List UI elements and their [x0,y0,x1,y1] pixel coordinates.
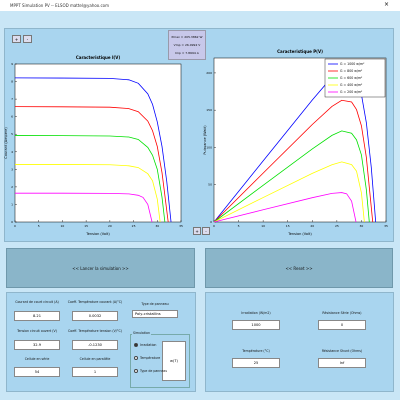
conditions-panel [205,292,394,392]
x-tick-label: 20 [310,224,314,228]
info-line: Pmax = 205.3862 W [171,35,203,39]
series-line [213,161,365,223]
x-tick-label: 35 [384,224,388,228]
y-tick-label: 6 [11,115,13,119]
x-tick-label: 25 [132,224,136,228]
y-tick-label: 200 [206,71,212,75]
x-tick-label: 30 [155,224,159,228]
field-input[interactable]: 1 [72,367,118,377]
x-tick-label: 5 [38,224,40,228]
close-icon[interactable]: × [384,1,390,8]
field-input[interactable]: 0.0032 [72,311,118,321]
y-tick-label: 4 [11,150,13,154]
radio-button[interactable] [134,369,138,373]
x-tick-label: 10 [61,224,65,228]
y-tick-label: 0 [210,220,212,224]
y-tick-label: 8 [11,80,13,84]
chart-title: Caracteristique I(V) [76,55,121,60]
x-tick-label: 35 [179,224,183,228]
legend-label: G = 800 w/m² [340,69,363,73]
simulation-group [130,334,190,388]
radio-label: Irradiation [140,343,157,347]
reset-button[interactable]: << Reset >> [205,248,393,288]
x-tick-label: 15 [286,224,290,228]
field-label: Irradiation (W/m2) [241,311,271,315]
y-tick-label: 100 [206,145,212,149]
dropdown[interactable]: Poly-cristallins [132,310,178,318]
legend-label: G = 1000 w/m² [340,62,365,66]
field-input[interactable]: -0.1230 [72,340,118,350]
y-tick-label: 150 [206,108,212,112]
field-label: Coeff. Température tension (V/°C) [68,329,122,333]
y-tick-label: 1 [11,202,13,206]
series-line [14,106,169,223]
field-label: Résistance Série (Ohms) [322,311,362,315]
series-line [213,192,357,223]
x-tick-label: 0 [14,224,16,228]
x-axis-label: Tension (Volt) [287,232,312,236]
field-label: Résistance Shunt (Ohms) [321,349,363,353]
legend-label: G = 400 w/m² [340,83,363,87]
y-tick-label: 2 [11,185,13,189]
y-axis-label: Puissance (Watt) [203,125,207,155]
y-tick-label: 5 [11,132,13,136]
zoom-out-button[interactable]: - [23,35,32,43]
y-tick-label: 50 [208,183,212,187]
y-tick-label: 0 [11,220,13,224]
x-tick-label: 25 [335,224,339,228]
y-tick-label: 9 [11,62,13,66]
series-line [213,99,374,223]
field-label: Courant de court circuit (A) [15,300,59,304]
zoom-in-button[interactable]: + [12,35,21,43]
field-label: Tension circuit ouvert (V) [17,329,57,333]
radio-button[interactable] [134,343,138,347]
chart-title: Caracteristique P(V) [277,49,323,54]
info-line: Vmp = 26.0992 V [173,43,201,47]
charts: Caracteristique I(V) Tension (Volt) Couran… [4,49,388,236]
field-label: Type de panneau [141,302,169,306]
simulate-button[interactable]: << Lancer la simulation >> [6,248,195,288]
series-line [15,192,153,223]
window-title: MPPT Simulation PV -- ELSOD mattel@yahoo… [0,0,400,11]
field-input[interactable]: 8.21 [14,311,60,321]
legend-label: G = 600 w/m² [340,76,363,80]
simulation-title: Simulation [132,331,151,335]
series-line [14,135,166,223]
field-label: Cellule en parallèle [79,357,111,361]
x-tick-label: 5 [238,224,240,228]
legend-label: G = 200 w/m² [340,90,363,94]
field-label: Température (°C) [242,349,270,353]
info-line: Imp = 7.8694 A [175,51,199,55]
x-tick-label: 10 [261,224,265,228]
x-axis-label: Tension (Volt) [85,232,110,236]
series-line [15,164,161,223]
x-tick-label: 15 [84,224,88,228]
plot-area [14,63,182,223]
y-tick-label: 7 [11,97,13,101]
field-input[interactable]: Inf [318,358,366,368]
series-line [213,130,370,223]
field-input[interactable]: 1000 [232,320,280,330]
field-input[interactable]: 25 [232,358,280,368]
y-tick-label: 3 [11,167,13,171]
radio-button[interactable] [134,356,138,360]
simulation-display: w(T) [162,341,186,381]
info-box: Pmax = 205.3862 W Vmp = 26.0992 V Imp = 7.… [168,30,206,60]
field-label: Coeff. Température courant (A/°C) [67,300,123,304]
prev-button[interactable]: - [202,227,210,235]
field-input[interactable]: 0 [318,320,366,330]
next-button[interactable]: + [193,227,201,235]
field-input[interactable]: 54 [14,367,60,377]
radio-label: Type de panneau [140,369,168,373]
radio-label: Température [140,356,161,360]
x-tick-label: 20 [108,224,112,228]
field-label: Cellule en série [24,357,50,361]
x-tick-label: 30 [360,224,364,228]
field-input[interactable]: 32.9 [14,340,60,350]
series-line [14,77,172,223]
x-tick-label: 0 [213,224,215,228]
y-axis-label: Courant (Ampere) [4,127,8,159]
